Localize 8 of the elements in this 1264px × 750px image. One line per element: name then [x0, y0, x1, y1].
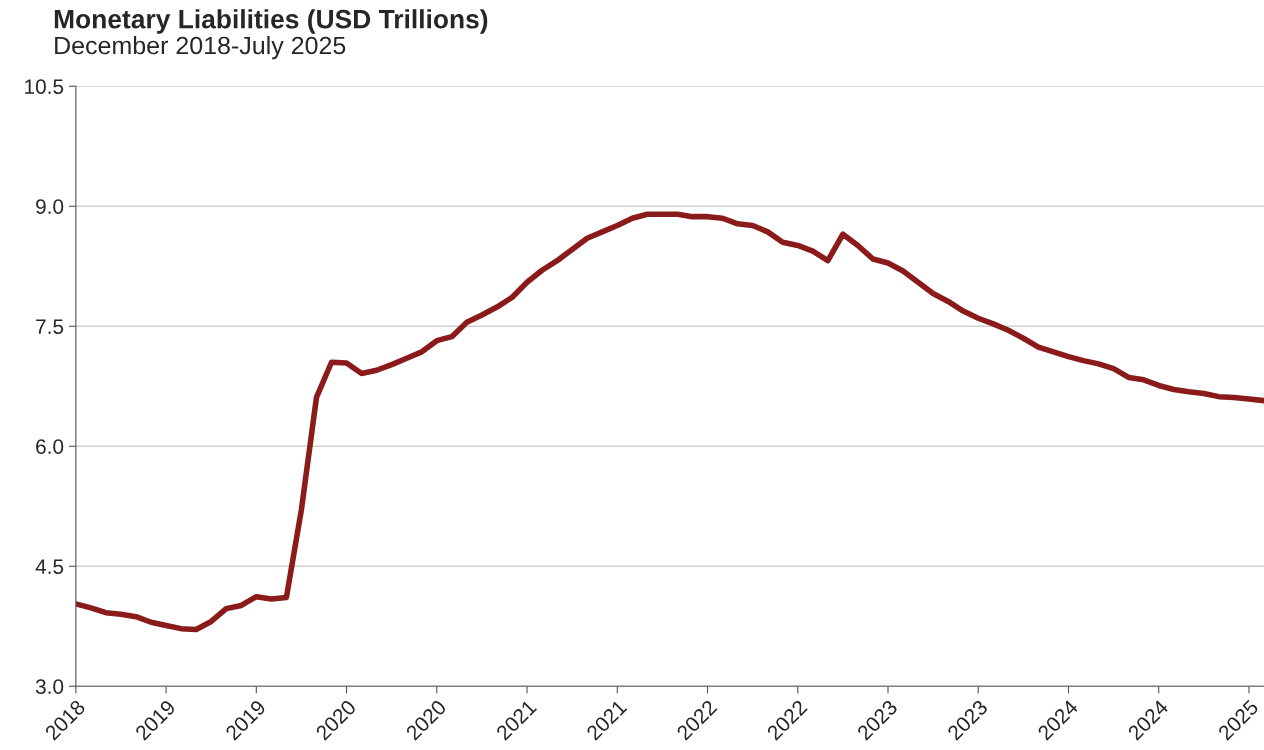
y-tick-label: 6.0: [36, 439, 64, 454]
y-tick-label: 3.0: [35, 679, 64, 694]
y-tick-label: 9.0: [36, 199, 64, 214]
chart-title: Monetary Liabilities (USD Trillions): [54, 9, 488, 34]
chart-subtitle: December 2018-July 2025: [55, 36, 346, 60]
y-tick-label: 7.5: [36, 319, 64, 334]
y-tick-label: 4.5: [35, 559, 64, 574]
y-tick-label: 10.5: [25, 79, 64, 94]
